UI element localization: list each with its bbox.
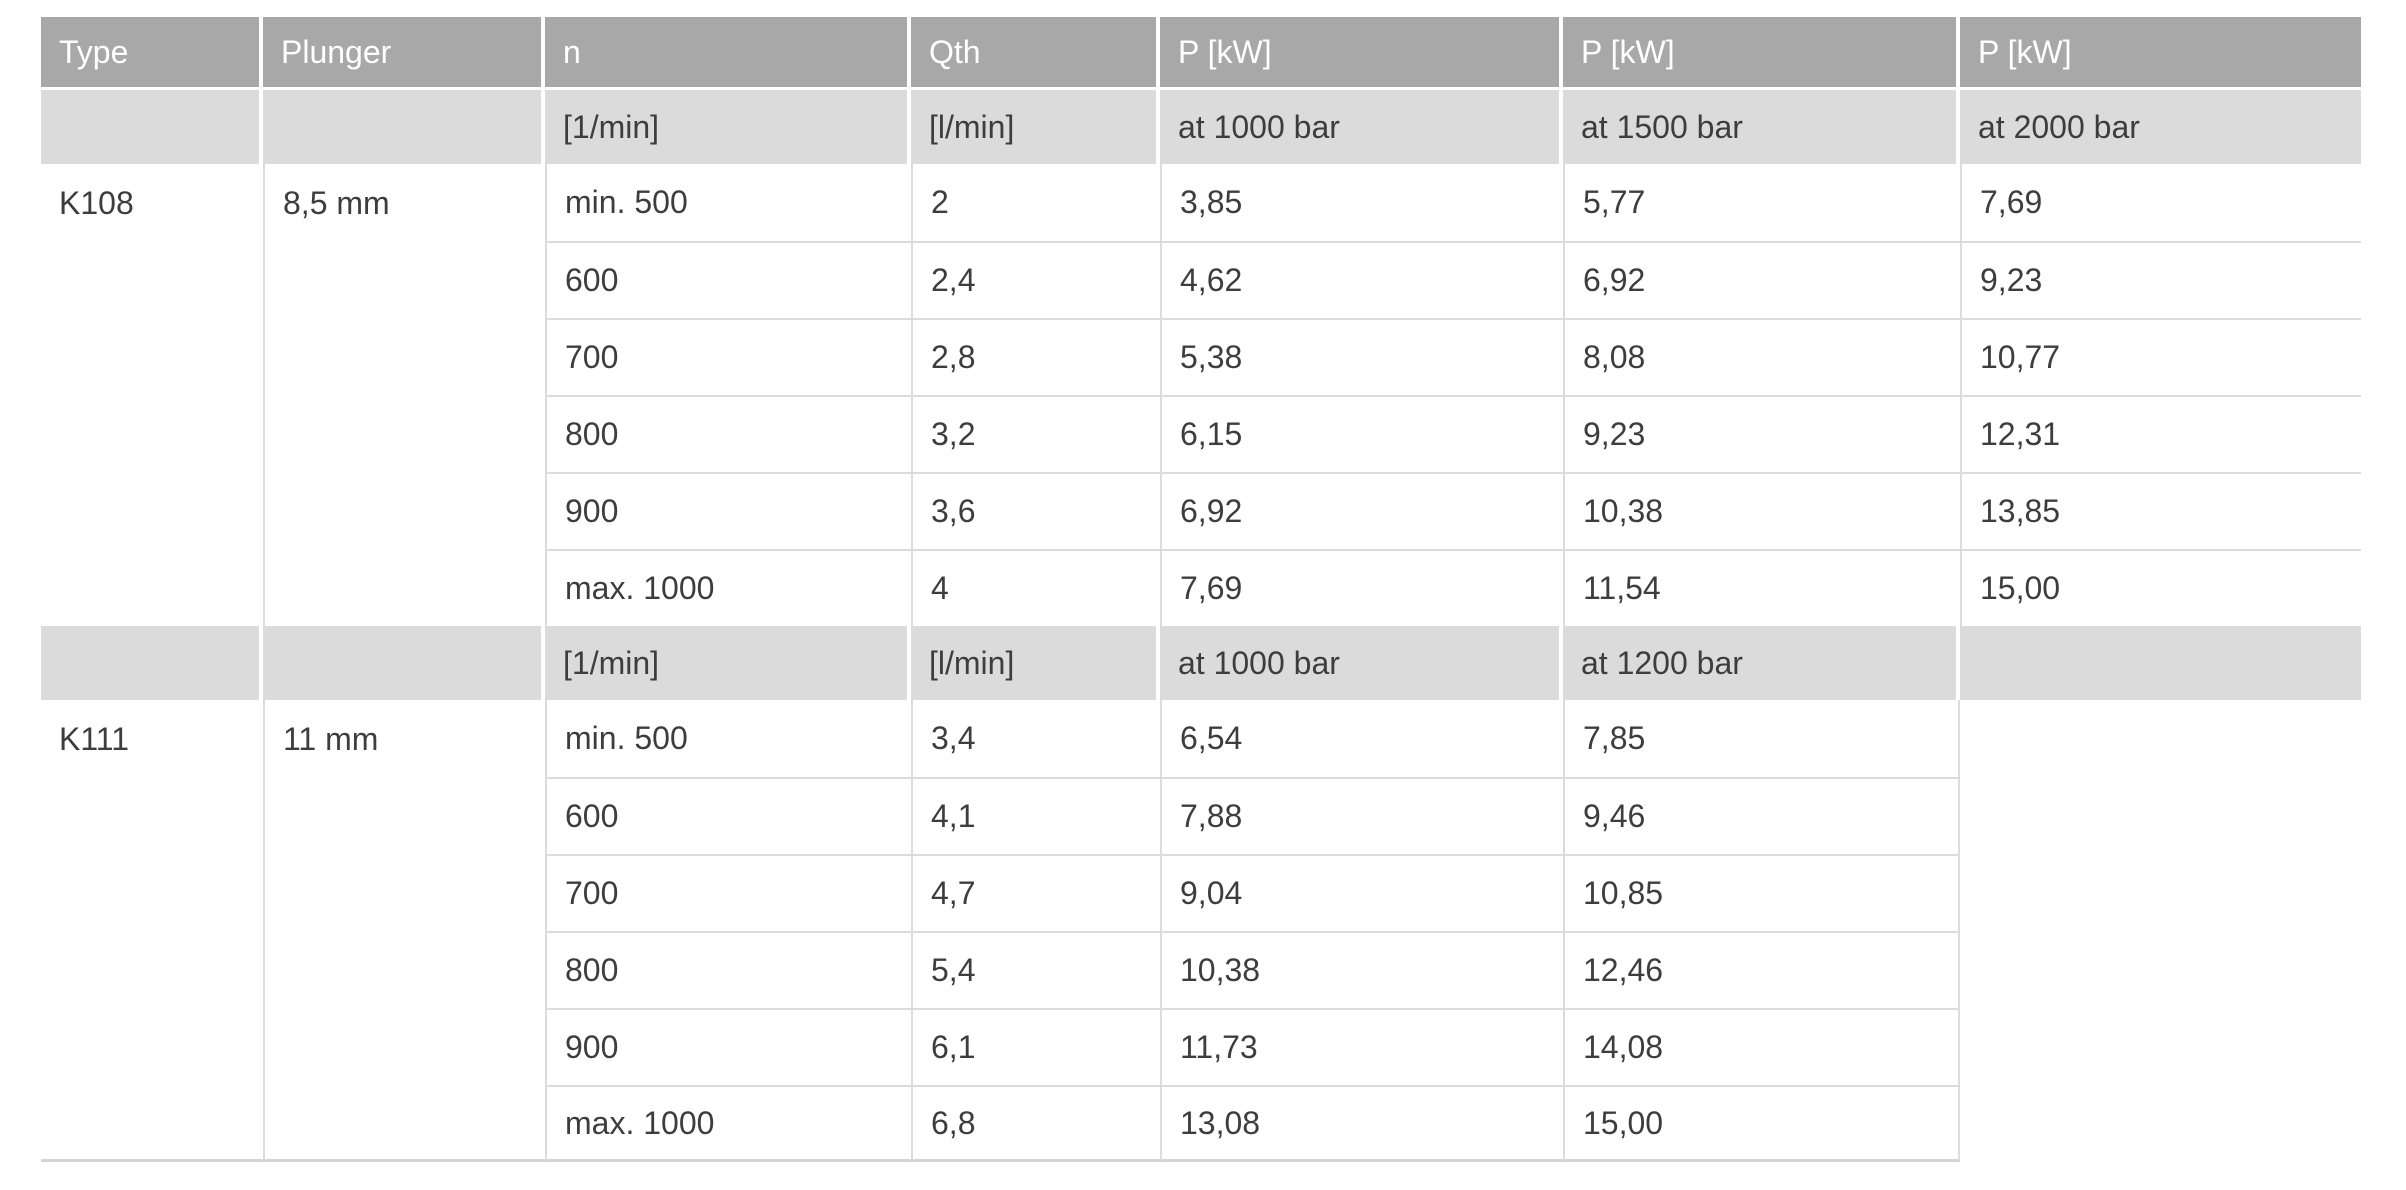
table-cell: 10,38 [1563, 472, 1960, 549]
table-cell: 15,00 [1960, 549, 2361, 626]
table-cell: 3,6 [911, 472, 1160, 549]
unit-cell-qth: [l/min] [911, 626, 1160, 700]
table-cell: 900 [545, 1008, 911, 1085]
table-row: 800 5,4 10,38 12,46 [41, 931, 2361, 1008]
table-cell: 12,31 [1960, 395, 2361, 472]
table-row: 600 2,4 4,62 6,92 9,23 [41, 241, 2361, 318]
unit-cell-empty [41, 626, 263, 700]
table-cell: min. 500 [545, 164, 911, 241]
col-header-n: n [545, 17, 911, 90]
unit-cell-qth: [l/min] [911, 90, 1160, 164]
table-cell: 2,4 [911, 241, 1160, 318]
table-row: max. 1000 6,8 13,08 15,00 [41, 1085, 2361, 1162]
plunger-cell-k111: 11 mm [263, 700, 545, 1162]
table-cell: 12,46 [1563, 931, 1960, 1008]
table-cell: 13,85 [1960, 472, 2361, 549]
table-cell: 4,7 [911, 854, 1160, 931]
unit-cell-empty [41, 90, 263, 164]
table-cell: max. 1000 [545, 1085, 911, 1162]
table-cell: 6,92 [1160, 472, 1563, 549]
table-cell: 6,1 [911, 1008, 1160, 1085]
table-cell: 3,85 [1160, 164, 1563, 241]
table-cell: 15,00 [1563, 1085, 1960, 1162]
type-cell-k108: K108 [59, 185, 134, 221]
table-cell: 8,08 [1563, 318, 1960, 395]
table-cell: 9,23 [1960, 241, 2361, 318]
table-cell: 600 [545, 777, 911, 854]
unit-cell-p-1000bar: at 1000 bar [1160, 626, 1563, 700]
table-cell: 5,38 [1160, 318, 1563, 395]
header-row: Type Plunger n Qth P [kW] P [kW] P [kW] [41, 17, 2361, 90]
table-cell: 10,77 [1960, 318, 2361, 395]
table-cell: 4,1 [911, 777, 1160, 854]
unit-cell-n: [1/min] [545, 90, 911, 164]
table-cell: 3,2 [911, 395, 1160, 472]
table-cell: 14,08 [1563, 1008, 1960, 1085]
unit-cell-p-1500bar: at 1500 bar [1563, 90, 1960, 164]
table-row: 700 4,7 9,04 10,85 [41, 854, 2361, 931]
table-cell: 6,92 [1563, 241, 1960, 318]
table-cell: 6,15 [1160, 395, 1563, 472]
col-header-p-kw-1: P [kW] [1160, 17, 1563, 90]
table-cell: 5,4 [911, 931, 1160, 1008]
table-row: 900 3,6 6,92 10,38 13,85 [41, 472, 2361, 549]
table-cell: 700 [545, 854, 911, 931]
pump-spec-table: Type Plunger n Qth P [kW] P [kW] P [kW] … [41, 17, 2361, 1162]
table-row: 800 3,2 6,15 9,23 12,31 [41, 395, 2361, 472]
col-header-plunger: Plunger [263, 17, 545, 90]
table-row: K111 11 mm min. 500 3,4 6,54 7,85 [41, 700, 2361, 1162]
table-cell: 10,38 [1160, 931, 1563, 1008]
table-cell: 5,77 [1563, 164, 1960, 241]
unit-cell-p-1000bar: at 1000 bar [1160, 90, 1563, 164]
unit-cell-n: [1/min] [545, 626, 911, 700]
table-cell: 900 [545, 472, 911, 549]
table-row: 600 4,1 7,88 9,46 [41, 777, 2361, 854]
table-cell: 6,8 [911, 1085, 1160, 1162]
unit-cell-p-2000bar: at 2000 bar [1960, 90, 2361, 164]
table-cell: 6,54 [1160, 700, 1563, 777]
table-cell: 11,73 [1160, 1008, 1563, 1085]
table-cell: 10,85 [1563, 854, 1960, 931]
table-cell: 800 [545, 395, 911, 472]
table-cell: max. 1000 [545, 549, 911, 626]
table-cell: 2 [911, 164, 1160, 241]
table-cell: 2,8 [911, 318, 1160, 395]
col-header-p-kw-3: P [kW] [1960, 17, 2361, 90]
table-cell: 4 [911, 549, 1160, 626]
table-cell: 3,4 [911, 700, 1160, 777]
table-cell: 9,23 [1563, 395, 1960, 472]
table-cell: 7,69 [1960, 164, 2361, 241]
table-cell: 600 [545, 241, 911, 318]
table-cell: 800 [545, 931, 911, 1008]
table-cell: 13,08 [1160, 1085, 1563, 1162]
table-cell: min. 500 [545, 700, 911, 777]
table-cell: 700 [545, 318, 911, 395]
table-row: K108 8,5 mm min. 500 2 3,85 5,77 7,69 [41, 164, 2361, 626]
table-cell: 11,54 [1563, 549, 1960, 626]
unit-cell-p-1200bar: at 1200 bar [1563, 626, 1960, 700]
plunger-cell-k108: 8,5 mm [263, 164, 545, 626]
unit-cell-empty [263, 90, 545, 164]
unit-cell-empty [263, 626, 545, 700]
col-header-p-kw-2: P [kW] [1563, 17, 1960, 90]
unit-cell-empty [1960, 626, 2361, 700]
table-cell: 4,62 [1160, 241, 1563, 318]
units-row-k111: [1/min] [l/min] at 1000 bar at 1200 bar [41, 626, 2361, 700]
table-cell: 7,88 [1160, 777, 1563, 854]
col-header-type: Type [41, 17, 263, 90]
type-cell-k111: K111 [41, 700, 263, 1162]
table-row: max. 1000 4 7,69 11,54 15,00 [41, 549, 2361, 626]
units-row-k108: [1/min] [l/min] at 1000 bar at 1500 bar … [41, 90, 2361, 164]
table-cell: 7,69 [1160, 549, 1563, 626]
col-header-qth: Qth [911, 17, 1160, 90]
table-row: 700 2,8 5,38 8,08 10,77 [41, 318, 2361, 395]
table-row: 900 6,1 11,73 14,08 [41, 1008, 2361, 1085]
table-cell: 9,46 [1563, 777, 1960, 854]
table-cell: 9,04 [1160, 854, 1563, 931]
table-cell: 7,85 [1563, 700, 1960, 777]
